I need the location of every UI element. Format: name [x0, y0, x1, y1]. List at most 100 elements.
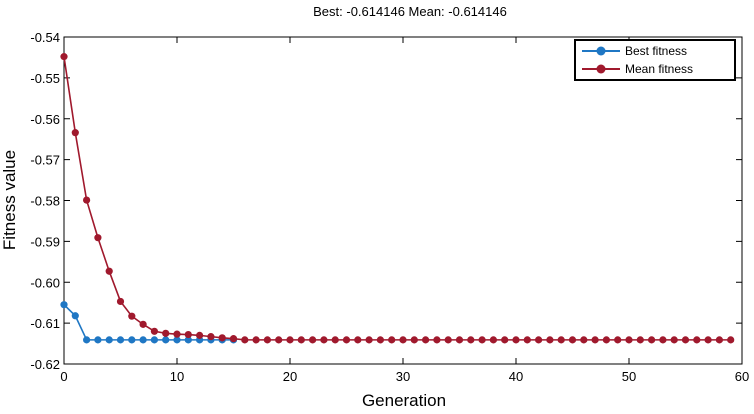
data-point-best-fitness: [83, 336, 91, 344]
data-point-mean-fitness: [580, 336, 588, 344]
data-point-mean-fitness: [568, 336, 577, 344]
y-axis: -0.54 -0.55 -0.56 -0.57 -0.58 -0.59 -0.60 -0.61…: [30, 30, 742, 372]
data-point-mean-fitness: [614, 336, 622, 344]
x-tick-label: 20: [283, 369, 297, 384]
data-point-mean-fitness: [467, 336, 475, 344]
legend: Best fitness Mean fitness: [574, 39, 736, 81]
y-tick-label: -0.58: [30, 194, 60, 209]
data-point-mean-fitness: [591, 336, 599, 344]
y-tick-label: -0.54: [30, 30, 60, 45]
data-point-mean-fitness: [105, 267, 113, 275]
data-point-best-fitness: [184, 336, 192, 344]
data-point-best-fitness: [60, 301, 68, 309]
x-tick-label: 10: [170, 369, 184, 384]
y-tick-label: -0.56: [30, 112, 60, 127]
legend-label-best: Best fitness: [625, 44, 687, 58]
series-line-mean-fitness: [63, 56, 731, 341]
data-point-best-fitness: [150, 336, 158, 344]
data-point-best-fitness: [116, 336, 125, 344]
data-point-best-fitness: [173, 336, 181, 344]
data-point-mean-fitness: [512, 336, 520, 344]
data-point-mean-fitness: [342, 336, 351, 344]
data-point-mean-fitness: [207, 333, 215, 341]
y-tick-label: -0.59: [30, 234, 60, 249]
data-point-mean-fitness: [286, 336, 294, 344]
data-point-mean-fitness: [681, 336, 690, 344]
data-point-mean-fitness: [422, 336, 430, 344]
data-point-mean-fitness: [546, 336, 554, 344]
data-point-mean-fitness: [444, 336, 452, 344]
data-point-mean-fitness: [173, 330, 181, 338]
legend-label-mean: Mean fitness: [625, 62, 693, 76]
data-point-mean-fitness: [410, 336, 418, 344]
data-point-mean-fitness: [275, 336, 283, 344]
data-point-mean-fitness: [659, 336, 667, 344]
data-point-mean-fitness: [128, 312, 136, 320]
data-point-mean-fitness: [693, 336, 701, 344]
data-point-mean-fitness: [399, 336, 407, 344]
data-point-best-fitness: [162, 336, 170, 344]
x-tick-label: 60: [735, 369, 749, 384]
data-point-mean-fitness: [60, 53, 68, 61]
data-point-mean-fitness: [331, 336, 339, 344]
data-point-mean-fitness: [602, 336, 611, 344]
data-point-best-fitness: [128, 336, 136, 344]
data-point-mean-fitness: [150, 327, 158, 335]
x-axis: 0 10 20 30 40 50 60: [60, 37, 749, 384]
data-point-best-fitness: [139, 336, 147, 344]
data-point-mean-fitness: [94, 234, 102, 242]
series-line-best-fitness: [63, 304, 234, 341]
data-point-mean-fitness: [71, 129, 79, 137]
y-tick-label: -0.55: [30, 71, 60, 86]
data-point-mean-fitness: [523, 336, 531, 344]
data-point-mean-fitness: [263, 336, 271, 344]
data-point-mean-fitness: [489, 336, 497, 344]
legend-marker-mean: [596, 64, 606, 74]
y-axis-label: Fitness value: [0, 150, 19, 250]
data-point-mean-fitness: [557, 336, 565, 344]
data-point-mean-fitness: [252, 336, 260, 344]
data-point-mean-fitness: [229, 335, 238, 343]
data-point-mean-fitness: [455, 336, 464, 344]
data-point-mean-fitness: [218, 334, 226, 342]
data-point-mean-fitness: [715, 336, 724, 344]
data-point-mean-fitness: [433, 336, 441, 344]
x-tick-label: 0: [60, 369, 67, 384]
data-point-mean-fitness: [478, 336, 486, 344]
plot-frame: [63, 36, 743, 365]
series-layer: [60, 53, 735, 344]
data-point-mean-fitness: [704, 336, 712, 344]
data-point-mean-fitness: [184, 330, 192, 339]
data-point-mean-fitness: [297, 336, 305, 344]
data-point-best-fitness: [71, 312, 79, 320]
data-point-mean-fitness: [116, 297, 125, 306]
data-point-mean-fitness: [354, 336, 362, 344]
data-point-best-fitness: [105, 336, 113, 344]
data-point-mean-fitness: [670, 336, 678, 344]
data-point-mean-fitness: [139, 320, 147, 328]
data-point-mean-fitness: [648, 336, 656, 344]
y-tick-label: -0.60: [30, 275, 60, 290]
data-point-mean-fitness: [501, 336, 509, 344]
x-tick-label: 40: [509, 369, 523, 384]
data-point-mean-fitness: [241, 336, 249, 344]
legend-marker-best: [596, 46, 606, 56]
x-tick-label: 30: [396, 369, 410, 384]
y-tick-label: -0.61: [30, 316, 60, 331]
data-point-mean-fitness: [388, 336, 396, 344]
data-point-mean-fitness: [727, 336, 735, 344]
data-point-mean-fitness: [535, 336, 543, 344]
data-point-mean-fitness: [196, 331, 204, 339]
series-mean-fitness: [60, 53, 735, 344]
data-point-mean-fitness: [636, 336, 644, 344]
data-point-mean-fitness: [309, 336, 317, 344]
y-tick-label: -0.62: [30, 357, 60, 372]
data-point-mean-fitness: [365, 336, 373, 344]
x-axis-label: Generation: [362, 391, 446, 410]
x-tick-label: 50: [622, 369, 636, 384]
data-point-best-fitness: [94, 336, 102, 344]
data-point-mean-fitness: [162, 329, 170, 337]
data-point-mean-fitness: [376, 336, 384, 344]
data-point-mean-fitness: [320, 336, 328, 344]
